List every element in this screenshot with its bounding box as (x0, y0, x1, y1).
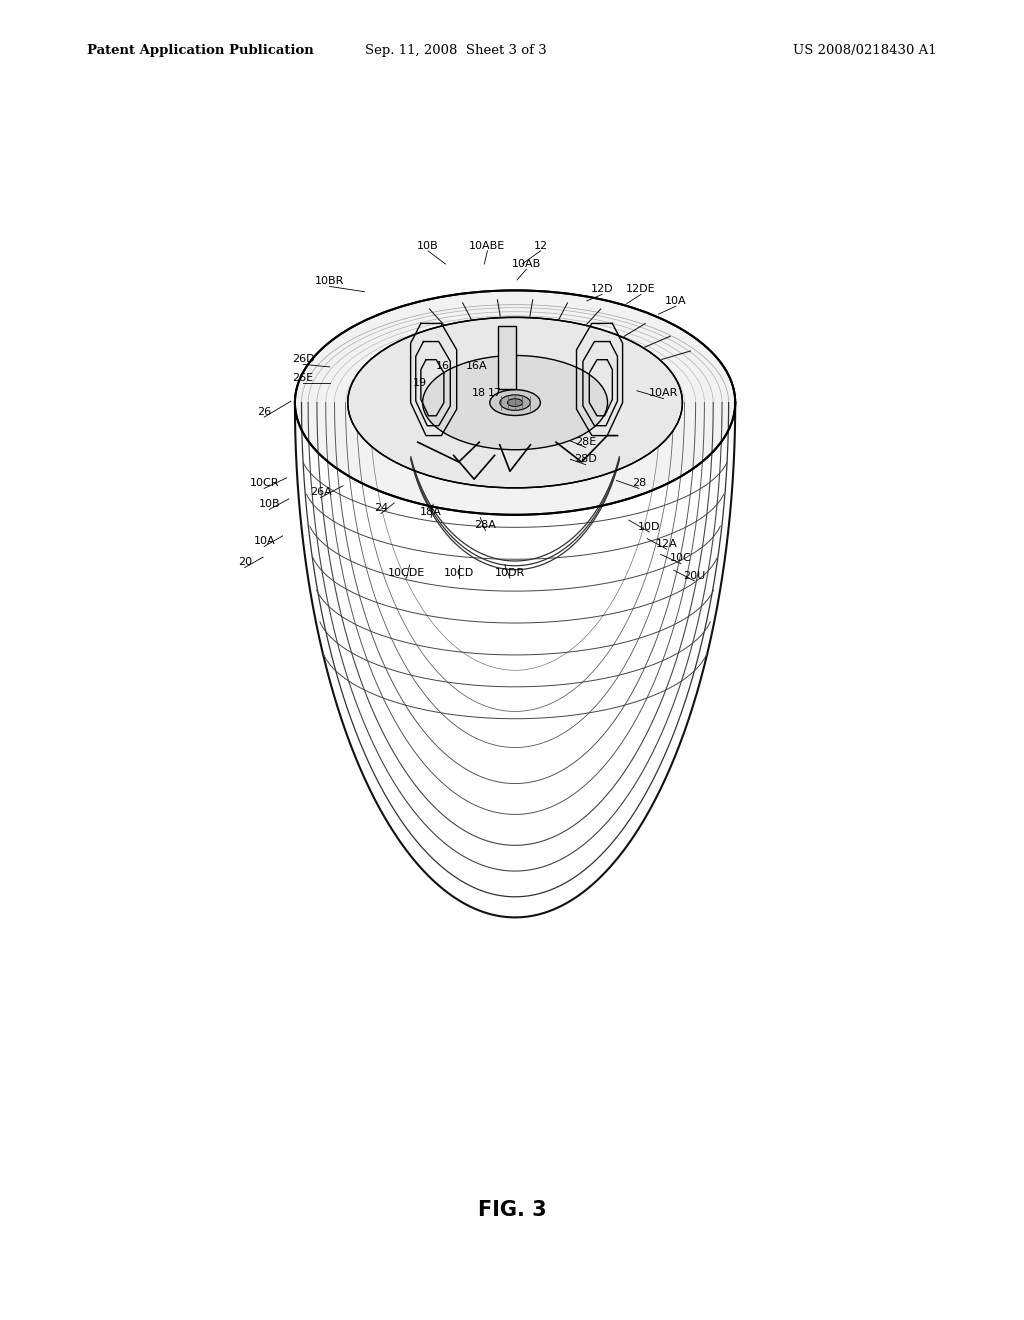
Text: 24: 24 (374, 503, 388, 513)
Ellipse shape (295, 290, 735, 515)
Text: 28D: 28D (574, 454, 597, 465)
Ellipse shape (423, 355, 607, 450)
Text: 10B: 10B (417, 240, 439, 251)
Text: 16: 16 (435, 360, 450, 371)
Ellipse shape (348, 317, 682, 488)
Text: 10D: 10D (638, 521, 660, 532)
Text: 10BR: 10BR (315, 276, 344, 286)
Text: Patent Application Publication: Patent Application Publication (87, 45, 313, 57)
Text: 17: 17 (487, 388, 502, 399)
Text: 18A: 18A (420, 507, 442, 517)
Text: 28E: 28E (575, 437, 596, 447)
Text: 19: 19 (413, 378, 427, 388)
Text: 10AB: 10AB (512, 259, 541, 269)
Text: 10B: 10B (258, 499, 281, 510)
Text: 16A: 16A (465, 360, 487, 371)
Text: US 2008/0218430 A1: US 2008/0218430 A1 (794, 45, 937, 57)
Text: 10ABE: 10ABE (469, 240, 506, 251)
Text: 26: 26 (257, 407, 271, 417)
Text: FIG. 3: FIG. 3 (477, 1200, 547, 1221)
Text: 12: 12 (534, 240, 548, 251)
Ellipse shape (500, 395, 530, 411)
Text: 12DE: 12DE (627, 284, 655, 294)
Text: 10A: 10A (253, 536, 275, 546)
Text: 10DR: 10DR (495, 568, 525, 578)
Ellipse shape (489, 389, 541, 416)
Text: 28A: 28A (474, 520, 497, 531)
Text: 12D: 12D (591, 284, 613, 294)
Text: 10A: 10A (665, 296, 687, 306)
Text: 12A: 12A (655, 539, 678, 549)
Text: Sep. 11, 2008  Sheet 3 of 3: Sep. 11, 2008 Sheet 3 of 3 (365, 45, 547, 57)
Text: 20: 20 (238, 557, 252, 568)
Ellipse shape (508, 399, 522, 407)
Bar (498, 326, 516, 389)
Text: 20U: 20U (683, 570, 706, 581)
Text: 26A: 26A (309, 487, 332, 498)
Text: 10CD: 10CD (443, 568, 474, 578)
Text: 10CR: 10CR (250, 478, 279, 488)
Text: 10AR: 10AR (649, 388, 678, 399)
Text: 18: 18 (472, 388, 486, 399)
Text: 10CDE: 10CDE (388, 568, 425, 578)
Text: 28: 28 (632, 478, 646, 488)
Text: 10C: 10C (670, 553, 692, 564)
Text: 26E: 26E (293, 372, 313, 383)
Text: 26D: 26D (292, 354, 314, 364)
